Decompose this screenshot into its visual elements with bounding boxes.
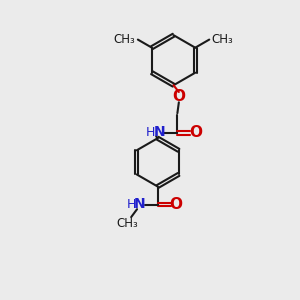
Text: O: O xyxy=(189,125,202,140)
Text: CH₃: CH₃ xyxy=(117,217,139,230)
Text: O: O xyxy=(172,89,185,104)
Text: N: N xyxy=(153,125,165,139)
Text: CH₃: CH₃ xyxy=(114,33,136,46)
Text: CH₃: CH₃ xyxy=(212,33,233,46)
Text: H: H xyxy=(127,198,136,211)
Text: N: N xyxy=(134,197,145,211)
Text: O: O xyxy=(169,197,182,212)
Text: H: H xyxy=(146,126,156,139)
